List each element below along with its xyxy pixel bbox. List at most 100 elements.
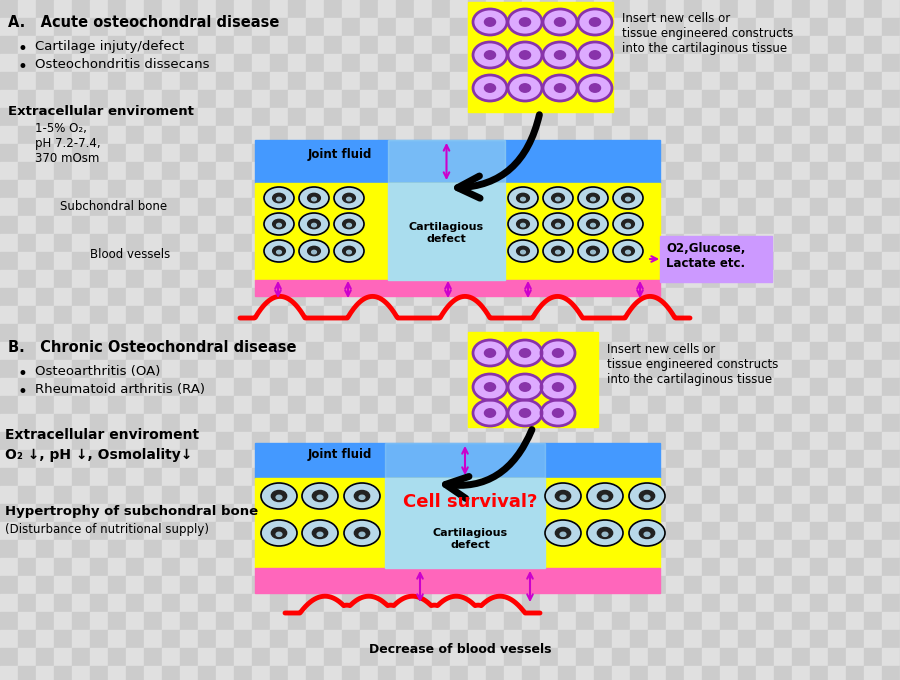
Bar [108,90,126,108]
Bar [702,468,720,486]
Bar [450,288,468,306]
Bar [756,108,774,126]
Bar [72,126,90,144]
Bar [18,270,36,288]
Bar [0,396,18,414]
Bar [180,342,198,360]
Bar [810,234,828,252]
Bar [288,486,306,504]
Bar [756,648,774,666]
Bar [684,54,702,72]
Text: Insert new cells or
tissue engineered constructs
into the cartilaginous tissue: Insert new cells or tissue engineered co… [607,343,778,386]
Bar [18,414,36,432]
Bar [540,144,558,162]
Bar [702,324,720,342]
Bar [108,126,126,144]
Bar [540,558,558,576]
Bar [108,486,126,504]
Ellipse shape [590,223,596,227]
Bar [432,576,450,594]
Bar [648,504,666,522]
Bar [648,432,666,450]
Bar [540,198,558,216]
Bar [90,180,108,198]
Bar [666,198,684,216]
Bar [144,90,162,108]
Bar [180,18,198,36]
Bar [216,666,234,680]
Bar [252,414,270,432]
Bar [18,576,36,594]
Bar [540,432,558,450]
Bar [108,162,126,180]
Bar [72,594,90,612]
Bar [126,630,144,648]
Bar [18,612,36,630]
Bar [468,648,486,666]
Bar [324,486,342,504]
Bar [576,666,594,680]
Bar [810,36,828,54]
Bar [396,648,414,666]
Bar [414,162,432,180]
Bar [324,360,342,378]
Bar [738,612,756,630]
Bar [666,666,684,680]
Bar [558,540,576,558]
Bar [126,576,144,594]
Bar [108,342,126,360]
Bar [882,450,900,468]
Bar [360,558,378,576]
Bar [720,72,738,90]
Bar [18,162,36,180]
Ellipse shape [560,495,566,499]
Bar [846,432,864,450]
Bar [522,414,540,432]
Bar [360,576,378,594]
Bar [576,324,594,342]
Bar [108,558,126,576]
Bar [558,72,576,90]
Bar [540,360,558,378]
Bar [810,72,828,90]
Bar [270,18,288,36]
Bar [486,396,504,414]
Bar [180,0,198,18]
Bar [270,144,288,162]
Bar [414,342,432,360]
Bar [36,36,54,54]
Bar [36,558,54,576]
Bar [468,126,486,144]
Bar [648,666,666,680]
Bar [468,54,486,72]
Bar [612,414,630,432]
Bar [504,558,522,576]
Bar [342,324,360,342]
Bar [180,162,198,180]
Bar [486,36,504,54]
Bar [180,252,198,270]
Bar [558,468,576,486]
Bar [54,648,72,666]
Bar [18,180,36,198]
Bar [504,144,522,162]
Bar [0,306,18,324]
Bar [576,450,594,468]
Bar [684,252,702,270]
Ellipse shape [553,383,563,391]
Bar [810,126,828,144]
Bar [36,126,54,144]
Bar [504,270,522,288]
Ellipse shape [590,51,600,59]
Bar [162,342,180,360]
Ellipse shape [543,213,573,235]
Bar [594,288,612,306]
Bar [216,540,234,558]
Bar [414,432,432,450]
Bar [486,414,504,432]
Bar [504,306,522,324]
Bar [612,396,630,414]
Bar [450,0,468,18]
Bar [342,234,360,252]
Bar [738,234,756,252]
